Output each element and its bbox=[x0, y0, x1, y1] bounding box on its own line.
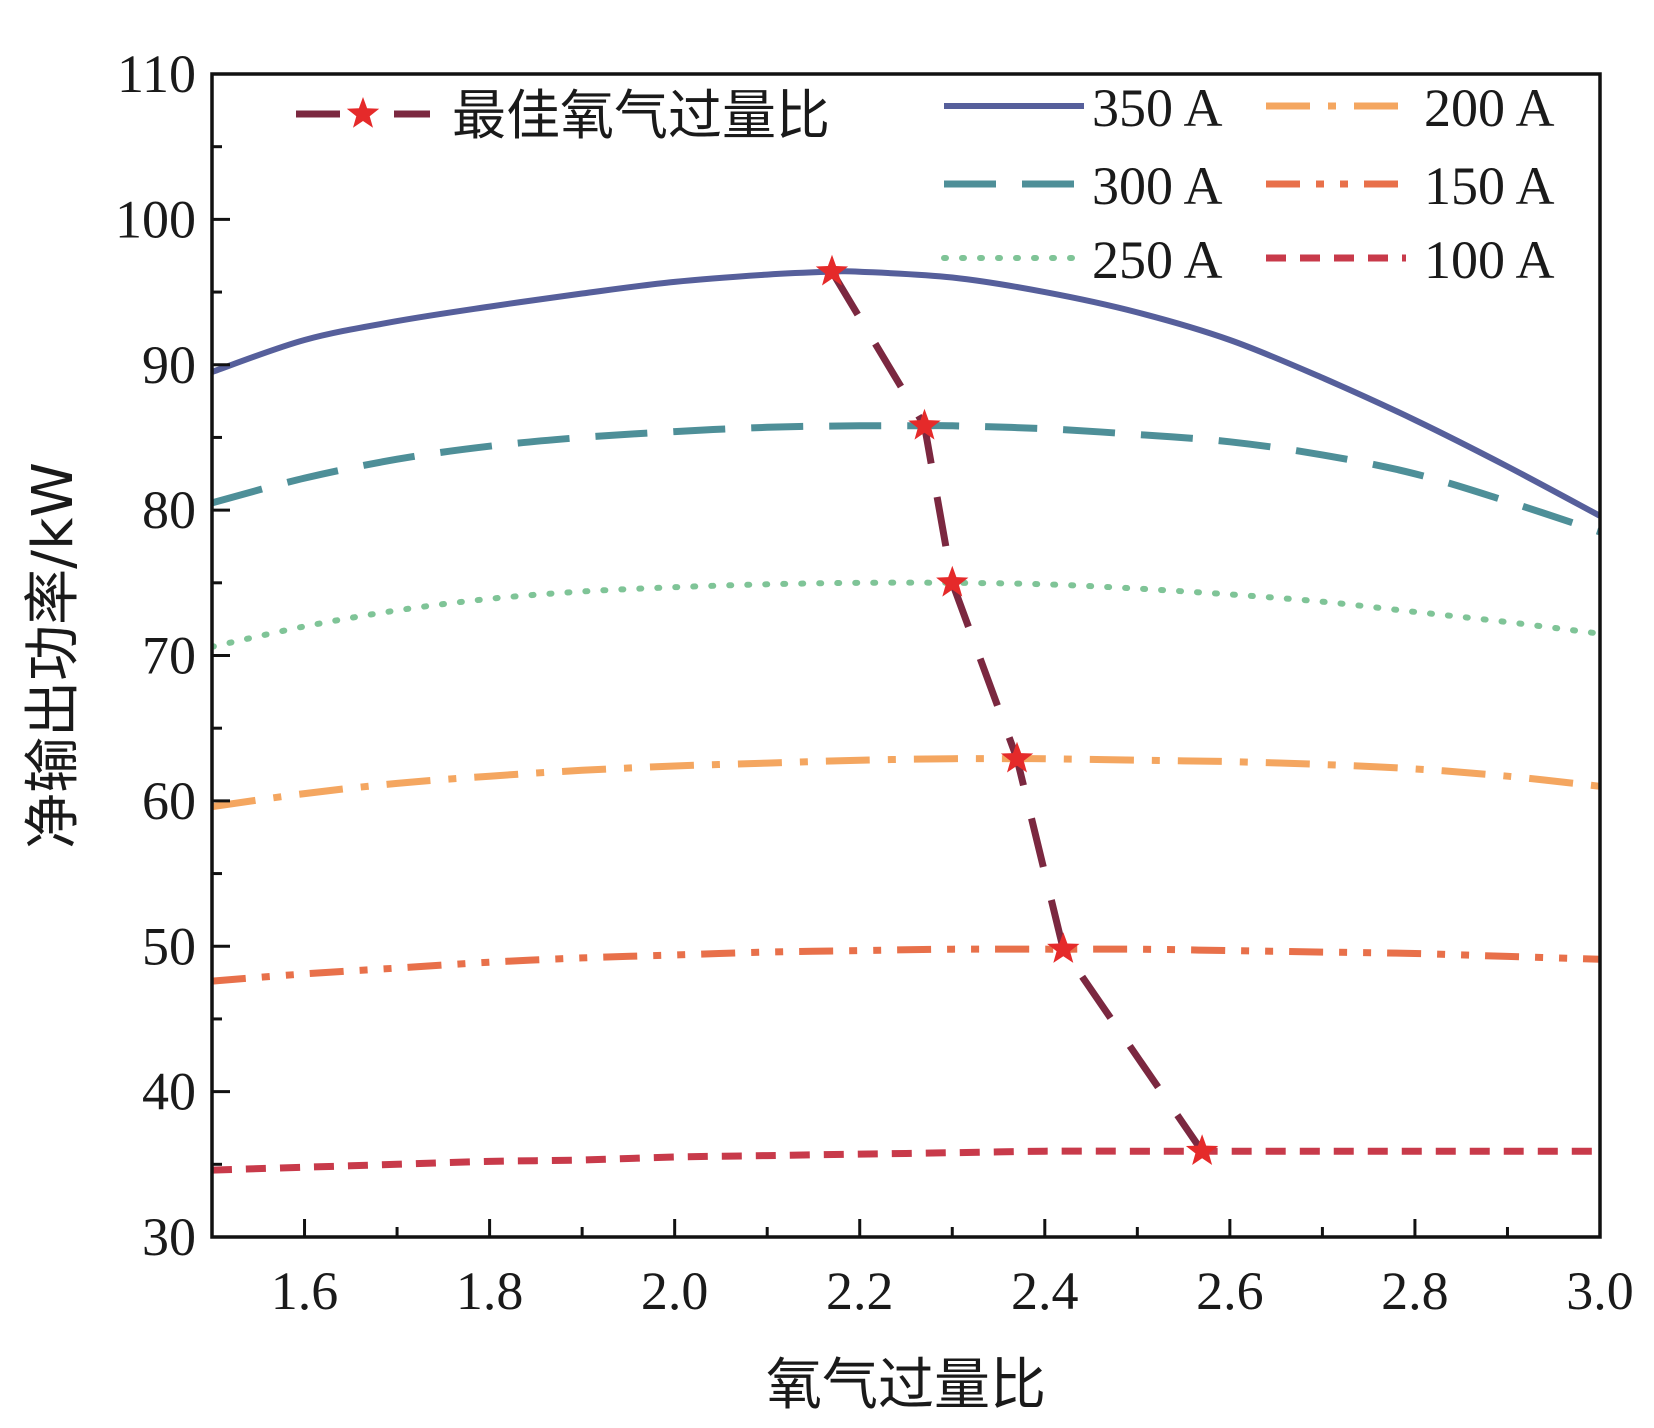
plot-border bbox=[210, 72, 1602, 1239]
legend-label: 300 A bbox=[1092, 156, 1223, 216]
x-tick-label: 2.4 bbox=[1011, 1261, 1079, 1321]
legend-item: 150 A bbox=[1266, 156, 1555, 216]
legend-item: 最佳氧气过量比 bbox=[296, 86, 830, 146]
y-tick-label: 80 bbox=[142, 480, 196, 540]
legend-label: 200 A bbox=[1424, 78, 1555, 138]
series-line-2 bbox=[212, 579, 1600, 650]
optimum-star-marker-0 bbox=[815, 254, 849, 286]
x-tick-label: 3.0 bbox=[1566, 1261, 1634, 1321]
legend-label: 100 A bbox=[1424, 230, 1555, 290]
x-tick-label: 1.8 bbox=[456, 1261, 524, 1321]
legend-item: 350 A bbox=[944, 78, 1223, 138]
plot-frame bbox=[210, 72, 1602, 1239]
x-axis-title: 氧气过量比 bbox=[766, 1353, 1046, 1418]
x-tick-label: 2.0 bbox=[641, 1261, 709, 1321]
optimum-star-marker-3 bbox=[1000, 741, 1034, 773]
y-axis-title: 净输出功率/kW bbox=[21, 462, 86, 849]
legend-item: 100 A bbox=[1266, 230, 1555, 290]
x-tick-label: 1.6 bbox=[271, 1261, 339, 1321]
y-tick-label: 30 bbox=[142, 1207, 196, 1267]
series-line-0 bbox=[212, 268, 1600, 519]
legend-label: 最佳氧气过量比 bbox=[452, 86, 830, 146]
series-line-6 bbox=[828, 269, 1205, 1154]
series-line-4 bbox=[212, 945, 1600, 985]
y-tick-label: 70 bbox=[142, 626, 196, 686]
optimum-star-marker-1 bbox=[908, 408, 941, 440]
legend-item: 300 A bbox=[944, 156, 1223, 216]
y-tick-label: 90 bbox=[142, 335, 196, 395]
series-line-1 bbox=[212, 422, 1600, 536]
legend-label: 250 A bbox=[1092, 230, 1223, 290]
x-tick-label: 2.6 bbox=[1196, 1261, 1264, 1321]
legend-label: 150 A bbox=[1424, 156, 1555, 216]
y-tick-label: 50 bbox=[142, 916, 196, 976]
axis-ticks: 1.6 1.8 2.0 2.2 2.4 2.6 2.8 3.0 30 40 50 60 70 80 90 10… bbox=[115, 44, 1634, 1321]
x-tick-label: 2.8 bbox=[1381, 1261, 1449, 1321]
y-tick-label: 100 bbox=[115, 189, 196, 249]
legend-label: 350 A bbox=[1092, 78, 1223, 138]
legend-item: 200 A bbox=[1266, 78, 1555, 138]
series-line-3 bbox=[212, 755, 1600, 811]
optimum-star-marker-4 bbox=[1047, 932, 1080, 963]
y-tick-label: 60 bbox=[142, 771, 196, 831]
series-line-5 bbox=[212, 1147, 1600, 1174]
x-tick-label: 2.2 bbox=[826, 1261, 894, 1321]
legend-star-marker bbox=[346, 97, 380, 128]
markers-layer bbox=[815, 254, 1219, 1165]
legend-item: 250 A bbox=[941, 230, 1223, 290]
legend: 最佳氧气过量比 350 A 300 A 250 A 200 A 150 A 100 A bbox=[296, 78, 1555, 290]
optimum-star-marker-2 bbox=[936, 565, 969, 597]
y-tick-label: 40 bbox=[142, 1062, 196, 1122]
optimum-star-marker-5 bbox=[1185, 1134, 1219, 1165]
series-layer bbox=[212, 268, 1600, 1174]
y-tick-label: 110 bbox=[117, 44, 196, 104]
